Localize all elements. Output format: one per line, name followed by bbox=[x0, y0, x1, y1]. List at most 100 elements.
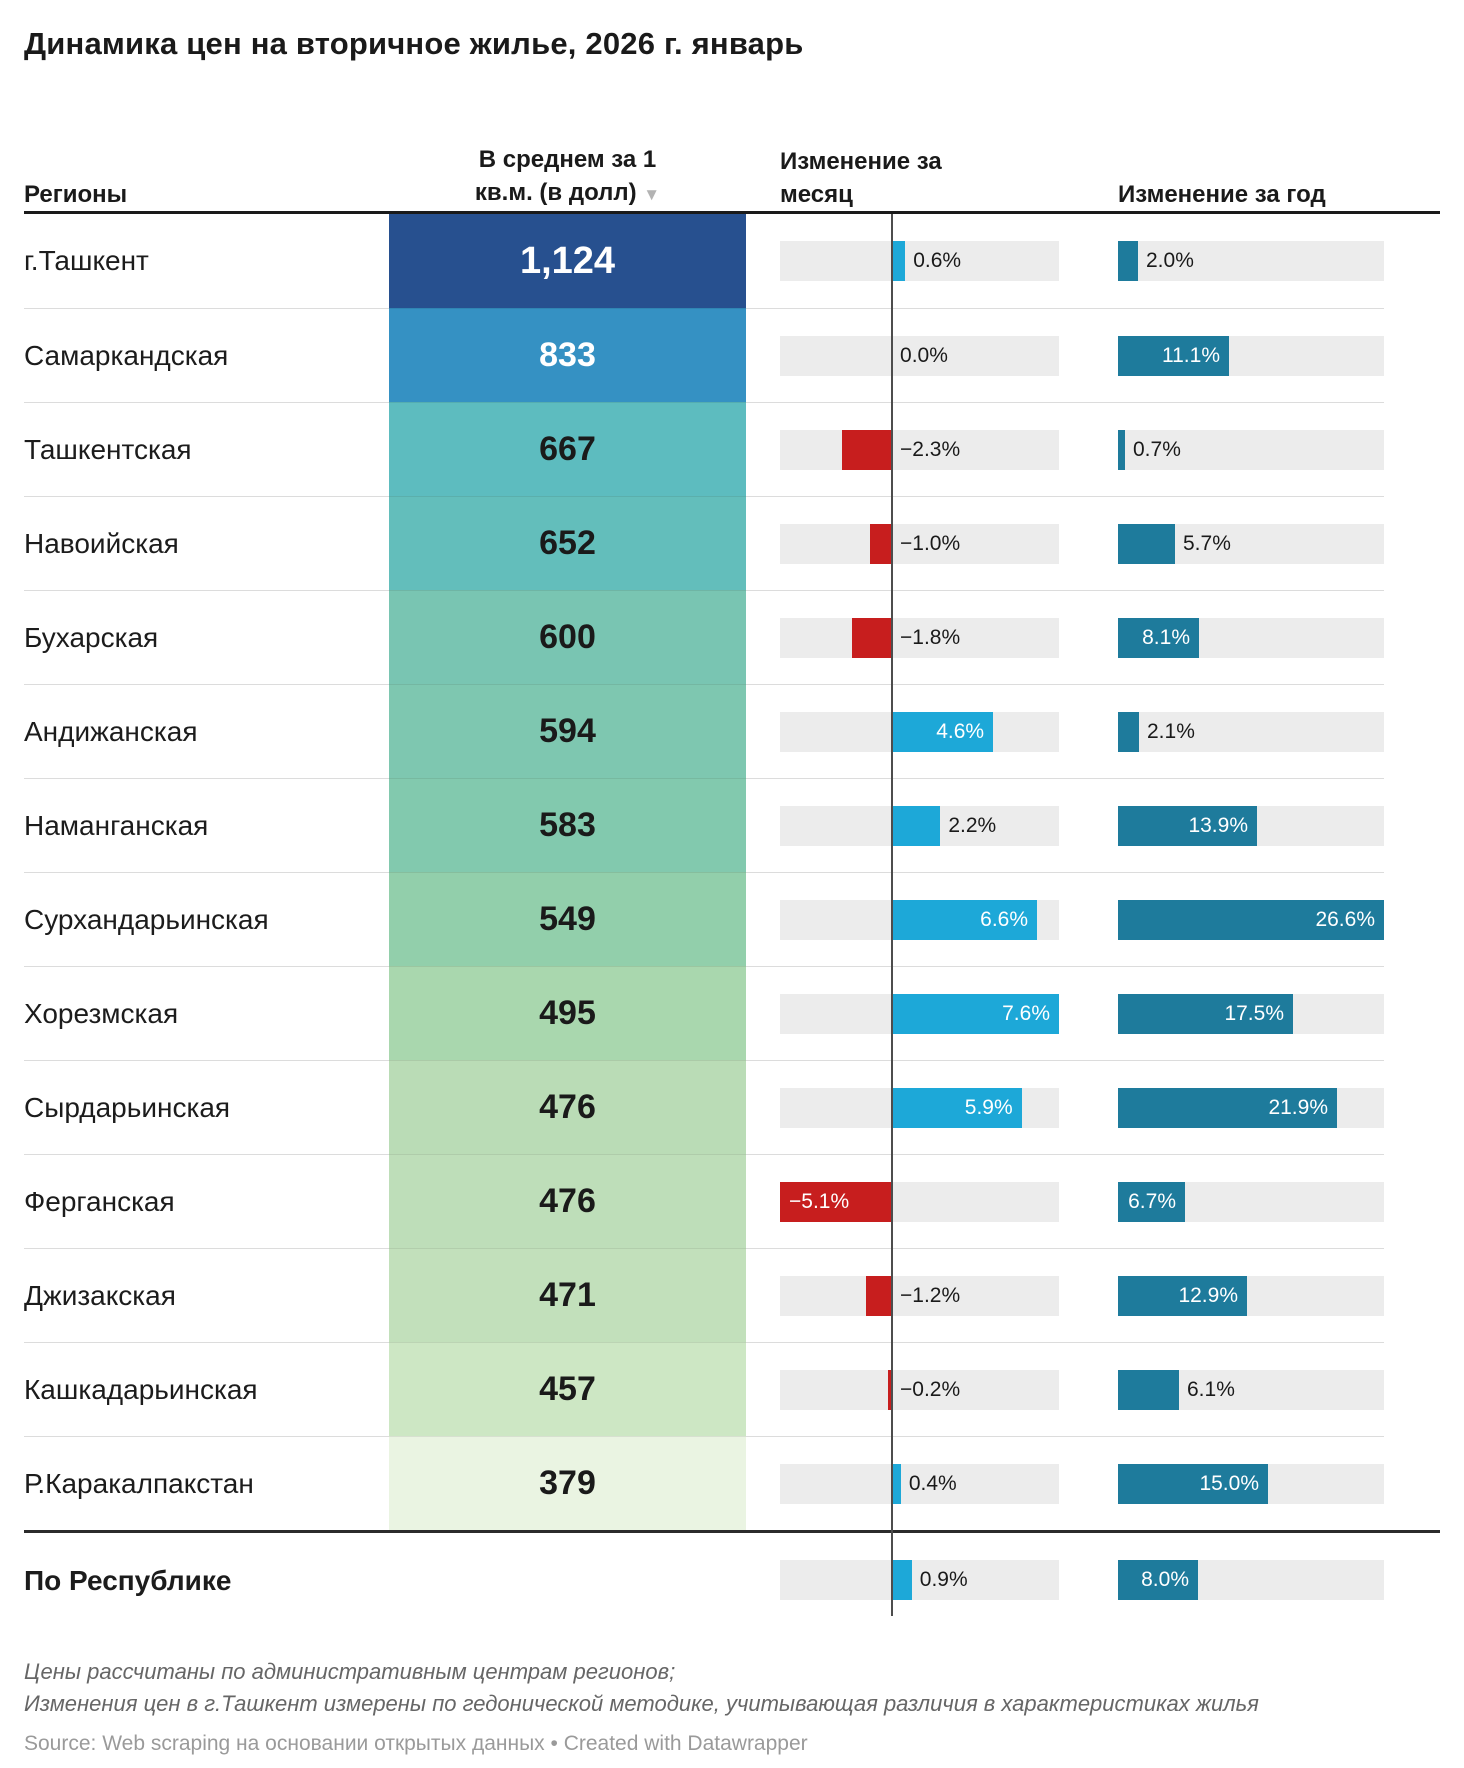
month-change-cell: 0.0% bbox=[780, 308, 1059, 402]
rows-container: г.Ташкент 1,124 0.6% 2.0% Самаркандская 833 0.… bbox=[24, 214, 1440, 1530]
footer-year-bar-cell: 8.0% bbox=[1118, 1533, 1384, 1628]
year-change-cell: 21.9% bbox=[1118, 1060, 1384, 1154]
month-track bbox=[780, 1276, 1059, 1316]
price-cell: 600 bbox=[389, 590, 746, 684]
month-change-bar bbox=[870, 524, 893, 564]
region-label: Кашкадарьинская bbox=[24, 1342, 389, 1436]
month-change-label: 7.6% bbox=[1002, 1002, 1050, 1025]
month-change-cell: −1.2% bbox=[780, 1248, 1059, 1342]
price-cell: 476 bbox=[389, 1060, 746, 1154]
month-change-bar bbox=[852, 618, 893, 658]
month-change-label: 2.2% bbox=[948, 814, 997, 837]
month-change-label: −1.8% bbox=[900, 626, 961, 649]
year-change-bar bbox=[1118, 336, 1229, 376]
month-track bbox=[780, 1560, 1059, 1600]
price-cell: 379 bbox=[389, 1436, 746, 1530]
month-change-label: −2.3% bbox=[900, 438, 961, 461]
table-row: Навоийская 652 −1.0% 5.7% bbox=[24, 496, 1440, 590]
region-label: Навоийская bbox=[24, 496, 389, 590]
year-change-cell: 26.6% bbox=[1118, 872, 1384, 966]
year-change-cell: 2.1% bbox=[1118, 684, 1384, 778]
year-change-bar bbox=[1118, 1276, 1247, 1316]
month-change-label: −5.1% bbox=[789, 1190, 850, 1213]
month-change-bar bbox=[892, 994, 1059, 1034]
month-change-label: 0.9% bbox=[919, 1568, 968, 1591]
table-row: Кашкадарьинская 457 −0.2% 6.1% bbox=[24, 1342, 1440, 1436]
month-change-cell: −5.1% bbox=[780, 1154, 1059, 1248]
region-label: Ферганская bbox=[24, 1154, 389, 1248]
year-change-label: 0.7% bbox=[1133, 438, 1181, 461]
region-label: Ташкентская bbox=[24, 402, 389, 496]
year-change-cell: 17.5% bbox=[1118, 966, 1384, 1060]
year-track bbox=[1118, 712, 1384, 752]
month-change-cell: 4.6% bbox=[780, 684, 1059, 778]
price-cell: 549 bbox=[389, 872, 746, 966]
region-label: Сурхандарьинская bbox=[24, 872, 389, 966]
month-change-label: 6.6% bbox=[980, 908, 1029, 931]
price-cell: 583 bbox=[389, 778, 746, 872]
table-row: Джизакская 471 −1.2% 12.9% bbox=[24, 1248, 1440, 1342]
year-change-cell: 6.7% bbox=[1118, 1154, 1384, 1248]
price-cell: 652 bbox=[389, 496, 746, 590]
price-cell: 667 bbox=[389, 402, 746, 496]
month-track bbox=[780, 1464, 1059, 1504]
header-year-change: Изменение за год bbox=[1118, 181, 1326, 208]
year-change-cell: 5.7% bbox=[1118, 496, 1384, 590]
year-change-cell: 8.1% bbox=[1118, 590, 1384, 684]
month-change-bar bbox=[892, 241, 906, 281]
year-change-label: 2.0% bbox=[1146, 249, 1194, 272]
year-change-cell: 13.9% bbox=[1118, 778, 1384, 872]
year-track bbox=[1118, 430, 1384, 470]
year-change-bar bbox=[1118, 430, 1125, 470]
year-change-bar bbox=[1118, 712, 1139, 752]
region-label: Бухарская bbox=[24, 590, 389, 684]
month-change-cell: −2.3% bbox=[780, 402, 1059, 496]
footer-label: По Республике bbox=[24, 1564, 232, 1596]
month-change-label: 5.9% bbox=[964, 1096, 1013, 1119]
year-change-label: 6.1% bbox=[1187, 1378, 1235, 1401]
table-body: г.Ташкент 1,124 0.6% 2.0% Самаркандская 833 0.… bbox=[24, 211, 1440, 1628]
footer-month-bar-cell: 0.9% bbox=[780, 1533, 1059, 1628]
table-header-row: Регионы В среднем за 1 кв.м. (в долл) ▼ … bbox=[24, 108, 1440, 211]
month-track bbox=[780, 618, 1059, 658]
year-change-label: 5.7% bbox=[1183, 532, 1231, 555]
year-change-cell: 11.1% bbox=[1118, 308, 1384, 402]
table-row: г.Ташкент 1,124 0.6% 2.0% bbox=[24, 214, 1440, 308]
month-change-cell: 0.6% bbox=[780, 214, 1059, 308]
year-change-bar bbox=[1118, 241, 1138, 281]
region-label: г.Ташкент bbox=[24, 245, 149, 276]
region-label: Хорезмская bbox=[24, 966, 389, 1060]
region-label: Джизакская bbox=[24, 1248, 389, 1342]
chart-notes: Цены рассчитаны по административным цент… bbox=[24, 1656, 1440, 1720]
month-change-cell: 2.2% bbox=[780, 778, 1059, 872]
header-price-line2: кв.м. (в долл) bbox=[474, 179, 637, 206]
month-track bbox=[780, 524, 1059, 564]
table-row: Самаркандская 833 0.0% 11.1% bbox=[24, 308, 1440, 402]
table-row: Р.Каракалпакстан 379 0.4% 15.0% bbox=[24, 1436, 1440, 1530]
month-track bbox=[780, 1370, 1059, 1410]
footer-row: По Республике 0.9% 8.0% bbox=[24, 1530, 1440, 1628]
year-change-cell: 2.0% bbox=[1118, 214, 1384, 308]
year-change-bar bbox=[1118, 1464, 1268, 1504]
table-row: Сырдарьинская 476 5.9% 21.9% bbox=[24, 1060, 1440, 1154]
year-change-bar bbox=[1118, 806, 1257, 846]
month-change-cell: 0.4% bbox=[780, 1436, 1059, 1530]
region-label: Андижанская bbox=[24, 684, 389, 778]
month-change-bar bbox=[892, 1464, 901, 1504]
month-track bbox=[780, 430, 1059, 470]
month-change-label: 0.0% bbox=[900, 344, 948, 367]
month-change-label: 0.4% bbox=[908, 1472, 957, 1495]
price-cell: 471 bbox=[389, 1248, 746, 1342]
year-change-label: 15.0% bbox=[1199, 1472, 1259, 1495]
header-price-sort[interactable]: В среднем за 1 кв.м. (в долл) ▼ bbox=[389, 143, 746, 211]
table-row: Ферганская 476 −5.1% 6.7% bbox=[24, 1154, 1440, 1248]
year-change-bar bbox=[1118, 1088, 1337, 1128]
sort-desc-icon[interactable]: ▼ bbox=[643, 185, 661, 204]
year-change-bar bbox=[1118, 524, 1175, 564]
header-month-line1: Изменение за bbox=[780, 148, 942, 175]
year-change-label: 17.5% bbox=[1224, 1002, 1284, 1025]
month-change-bar bbox=[892, 900, 1038, 940]
month-change-cell: 5.9% bbox=[780, 1060, 1059, 1154]
year-change-label: 13.9% bbox=[1188, 814, 1248, 837]
month-change-bar bbox=[841, 430, 893, 470]
